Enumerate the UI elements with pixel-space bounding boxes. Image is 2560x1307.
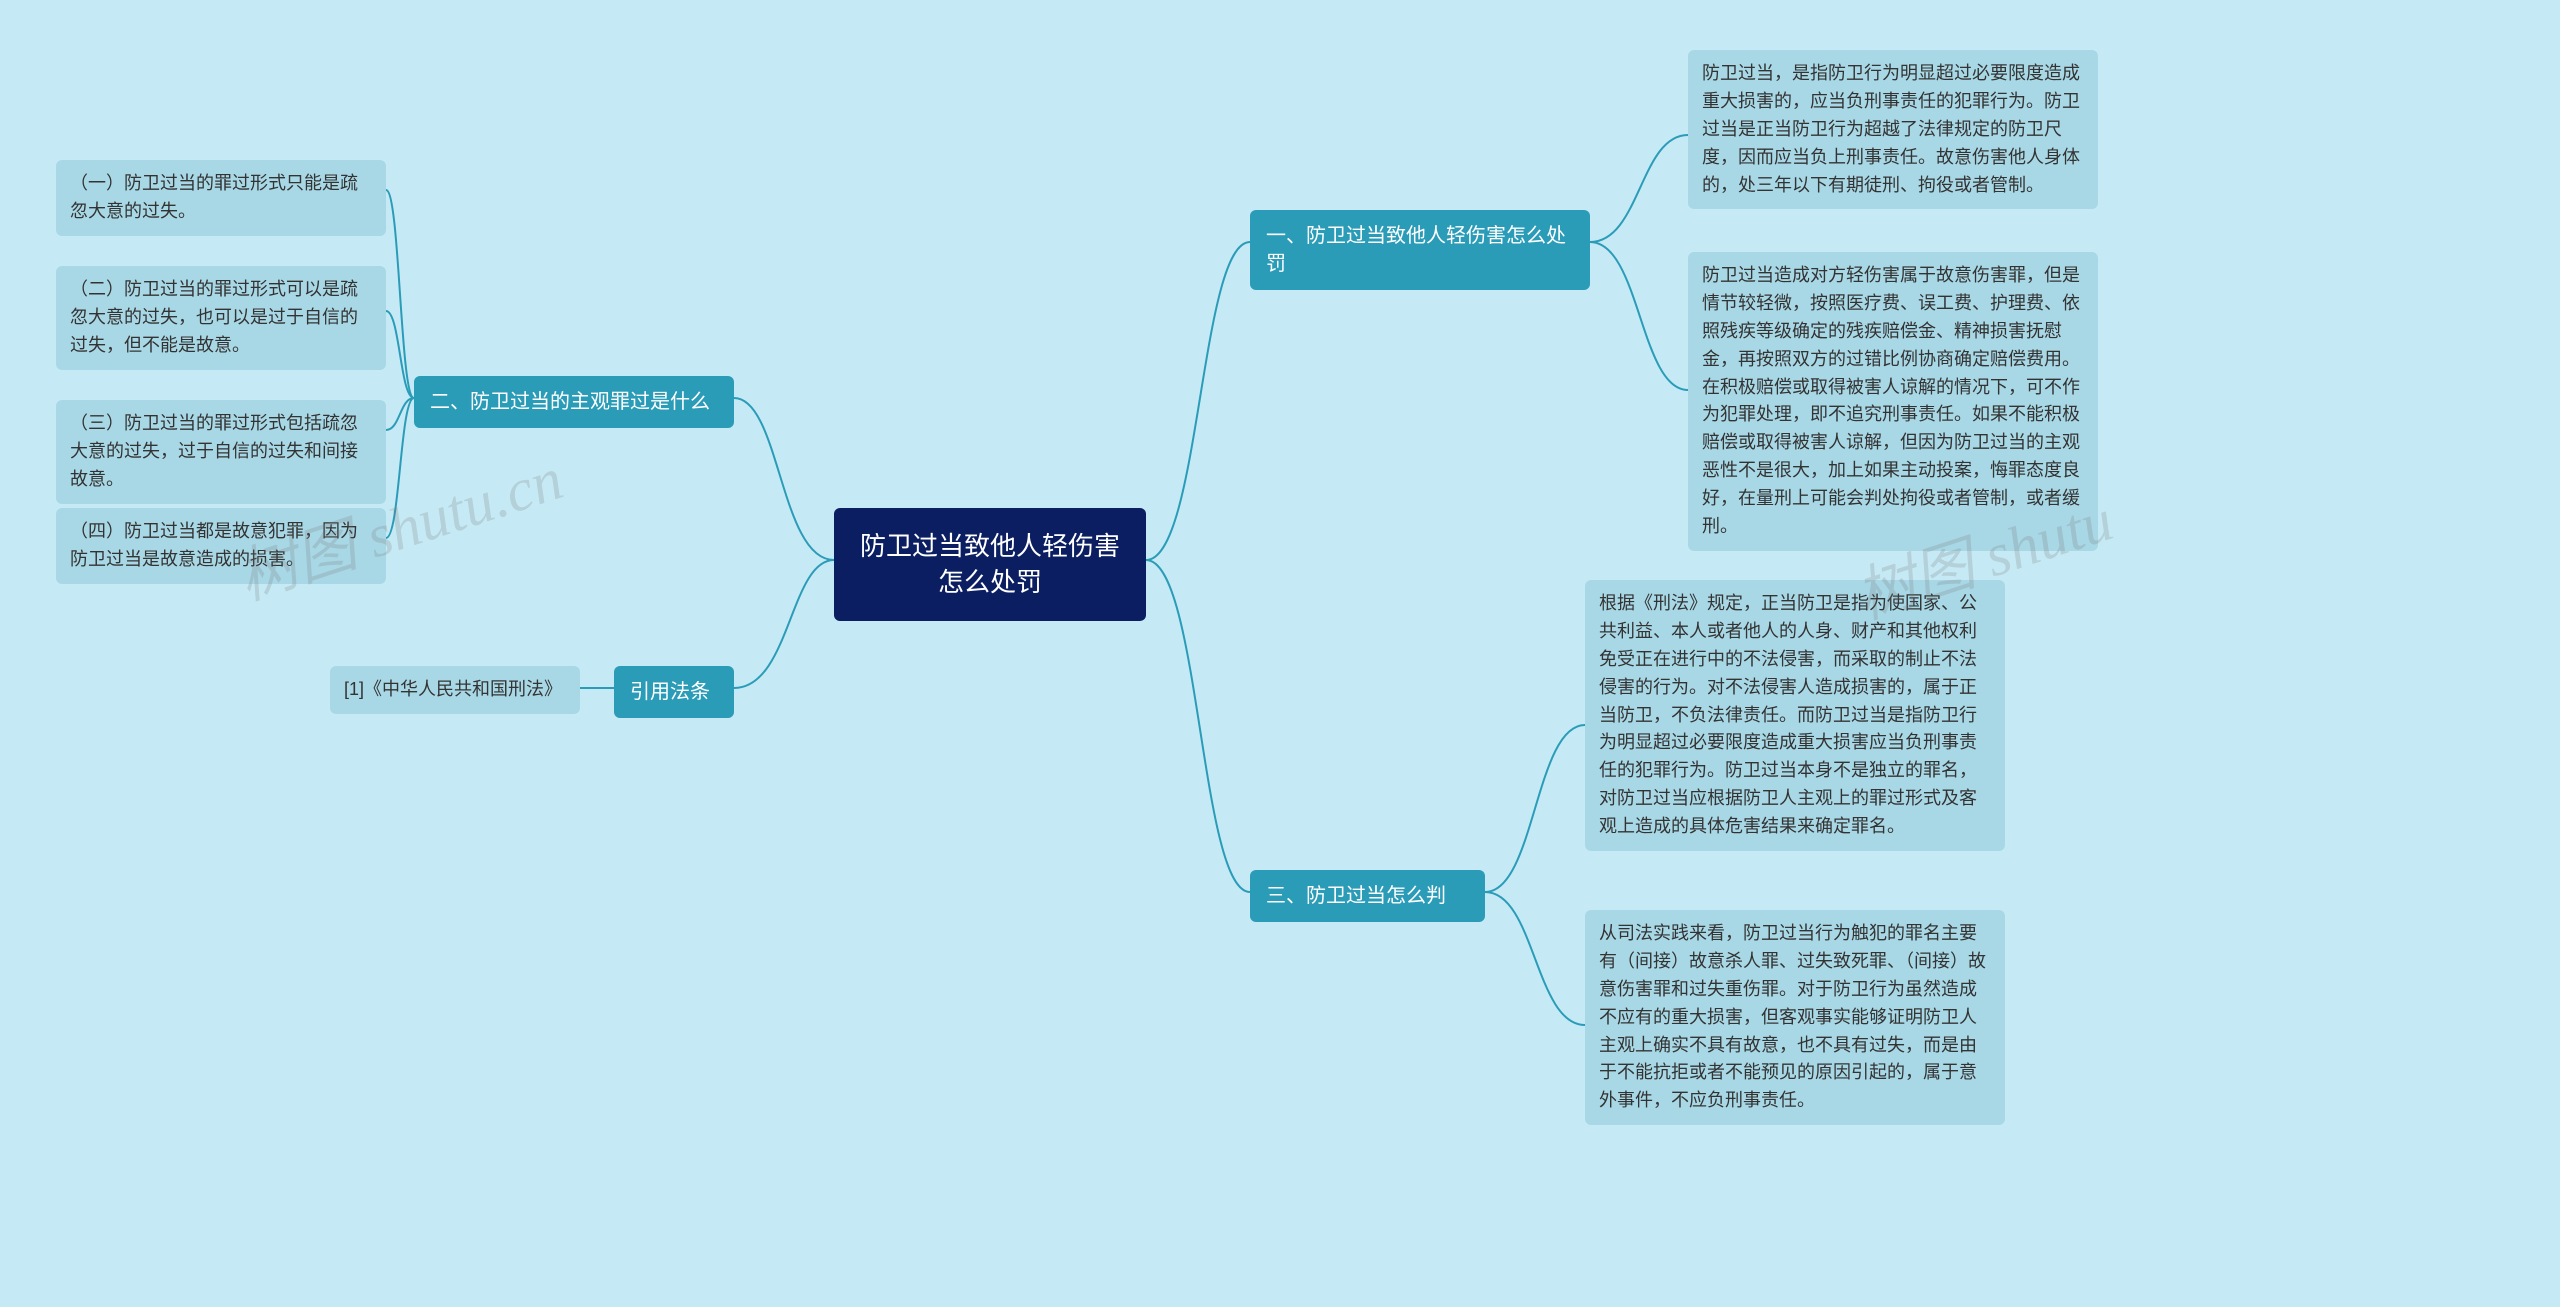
branch-section-1: 一、防卫过当致他人轻伤害怎么处罚 <box>1250 210 1590 290</box>
branch-references: 引用法条 <box>614 666 734 718</box>
branch-2-text: 二、防卫过当的主观罪过是什么 <box>430 391 710 413</box>
branch-1-leaf-2: 防卫过当造成对方轻伤害属于故意伤害罪，但是情节较轻微，按照医疗费、误工费、护理费… <box>1688 252 2098 551</box>
branch-2-leaf-4-text: （四）防卫过当都是故意犯罪，因为防卫过当是故意造成的损害。 <box>70 521 358 569</box>
branch-3-leaf-2: 从司法实践来看，防卫过当行为触犯的罪名主要有（间接）故意杀人罪、过失致死罪、（间… <box>1585 910 2005 1125</box>
branch-1-leaf-1-text: 防卫过当，是指防卫行为明显超过必要限度造成重大损害的，应当负刑事责任的犯罪行为。… <box>1702 63 2080 195</box>
branch-1-leaf-1: 防卫过当，是指防卫行为明显超过必要限度造成重大损害的，应当负刑事责任的犯罪行为。… <box>1688 50 2098 209</box>
root-text: 防卫过当致他人轻伤害怎么处罚 <box>860 531 1120 597</box>
branch-4-leaf-1-text: [1]《中华人民共和国刑法》 <box>344 679 562 699</box>
branch-2-leaf-1: （一）防卫过当的罪过形式只能是疏忽大意的过失。 <box>56 160 386 236</box>
branch-section-3: 三、防卫过当怎么判 <box>1250 870 1485 922</box>
branch-3-leaf-1-text: 根据《刑法》规定，正当防卫是指为使国家、公共利益、本人或者他人的人身、财产和其他… <box>1599 593 1977 836</box>
branch-3-text: 三、防卫过当怎么判 <box>1266 885 1446 907</box>
branch-section-2: 二、防卫过当的主观罪过是什么 <box>414 376 734 428</box>
branch-2-leaf-2: （二）防卫过当的罪过形式可以是疏忽大意的过失，也可以是过于自信的过失，但不能是故… <box>56 266 386 370</box>
branch-1-leaf-2-text: 防卫过当造成对方轻伤害属于故意伤害罪，但是情节较轻微，按照医疗费、误工费、护理费… <box>1702 265 2080 536</box>
root-node: 防卫过当致他人轻伤害怎么处罚 <box>834 508 1146 621</box>
branch-3-leaf-2-text: 从司法实践来看，防卫过当行为触犯的罪名主要有（间接）故意杀人罪、过失致死罪、（间… <box>1599 923 1986 1110</box>
branch-4-text: 引用法条 <box>630 681 710 703</box>
branch-2-leaf-1-text: （一）防卫过当的罪过形式只能是疏忽大意的过失。 <box>70 173 358 221</box>
branch-4-leaf-1: [1]《中华人民共和国刑法》 <box>330 666 580 714</box>
branch-2-leaf-3-text: （三）防卫过当的罪过形式包括疏忽大意的过失，过于自信的过失和间接故意。 <box>70 413 358 489</box>
branch-2-leaf-3: （三）防卫过当的罪过形式包括疏忽大意的过失，过于自信的过失和间接故意。 <box>56 400 386 504</box>
branch-2-leaf-4: （四）防卫过当都是故意犯罪，因为防卫过当是故意造成的损害。 <box>56 508 386 584</box>
branch-3-leaf-1: 根据《刑法》规定，正当防卫是指为使国家、公共利益、本人或者他人的人身、财产和其他… <box>1585 580 2005 851</box>
branch-1-text: 一、防卫过当致他人轻伤害怎么处罚 <box>1266 225 1566 275</box>
branch-2-leaf-2-text: （二）防卫过当的罪过形式可以是疏忽大意的过失，也可以是过于自信的过失，但不能是故… <box>70 279 358 355</box>
